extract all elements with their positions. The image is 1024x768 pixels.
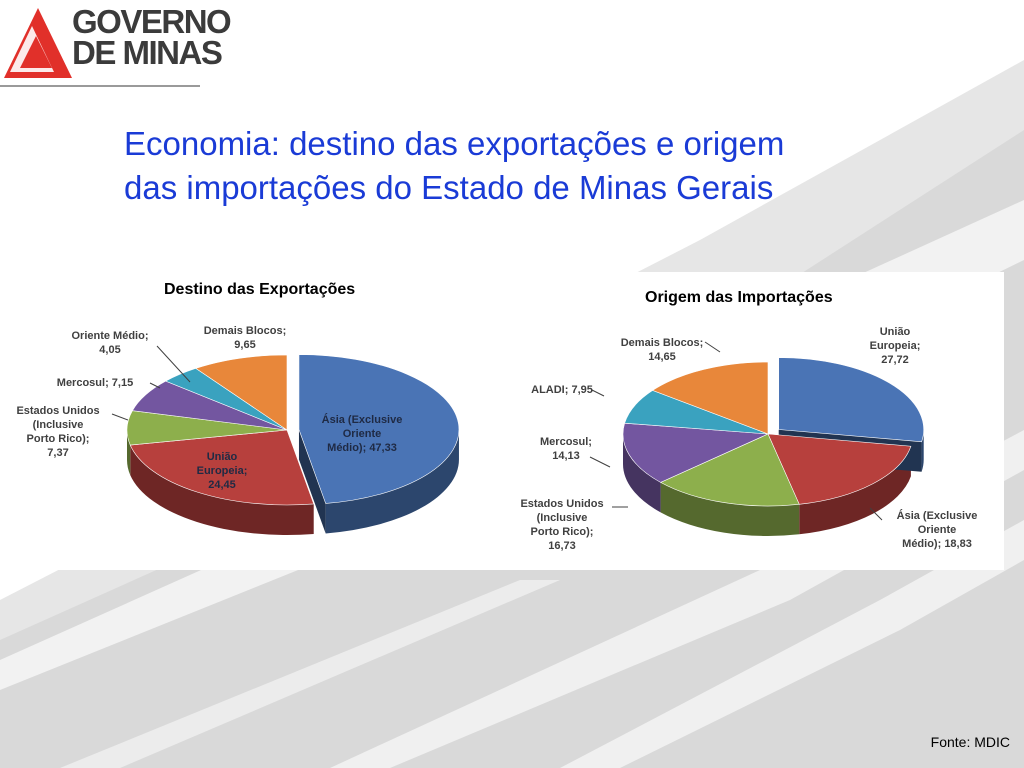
data-label-uniao-europeia: União Europeia; 27,72 bbox=[870, 326, 921, 366]
slice-asia-exclusive-oriente-medio bbox=[767, 433, 912, 505]
triangle-logo-icon bbox=[4, 8, 72, 78]
leader-line-aladi bbox=[591, 389, 605, 397]
data-label-line: Demais Blocos; bbox=[204, 325, 287, 337]
data-label-line: Ásia (Exclusive bbox=[322, 413, 403, 426]
title-line-2: das importações do Estado de Minas Gerai… bbox=[124, 169, 774, 206]
data-label-demais-blocos: Demais Blocos; 9,65 bbox=[204, 325, 287, 351]
data-label-line: Ásia (Exclusive bbox=[897, 509, 978, 522]
imports-chart-title: Origem das Importações bbox=[645, 289, 833, 306]
leader-line-mercosul bbox=[149, 382, 161, 389]
logo-text: GOVERNO DE MINAS bbox=[72, 3, 232, 71]
data-label-line: Europeia; bbox=[197, 465, 248, 477]
leader-line-estados-unidos-inclusive-porto-rico bbox=[111, 413, 129, 421]
data-label-line: ALADI; 7,95 bbox=[531, 384, 593, 396]
slice-side-uniao-europeia bbox=[921, 429, 924, 472]
exports-chart-title: Destino das Exportações bbox=[164, 281, 356, 298]
slice-demais-blocos bbox=[195, 354, 288, 431]
data-label-line: Estados Unidos bbox=[16, 405, 99, 417]
data-label-line: (Inclusive bbox=[33, 419, 84, 431]
data-label-line: 14,65 bbox=[648, 351, 676, 363]
data-label-line: Médio); 47,33 bbox=[327, 442, 397, 454]
data-label-line: Porto Rico); bbox=[531, 526, 594, 538]
data-label-oriente-medio: Oriente Médio; 4,05 bbox=[71, 330, 148, 356]
data-label-line: Porto Rico); bbox=[27, 433, 90, 445]
leader-line-demais-blocos bbox=[704, 341, 721, 353]
data-label-line: 4,05 bbox=[99, 344, 120, 356]
data-label-line: 7,37 bbox=[47, 447, 68, 459]
governo-de-minas-logo: GOVERNO DE MINAS bbox=[0, 0, 232, 88]
exports-pie-chart: Ásia (Exclusive Oriente Médio); 47,33 União… bbox=[16, 325, 460, 535]
leader-line-asia-exclusive-oriente-medio bbox=[869, 507, 883, 521]
data-label-uniao-europeia: União Europeia; 24,45 bbox=[197, 451, 248, 491]
slice-asia-exclusive-oriente-medio bbox=[298, 354, 460, 504]
data-label-line: Oriente bbox=[918, 524, 957, 536]
data-label-line: União bbox=[880, 326, 911, 338]
slice-side-mercosul bbox=[623, 434, 661, 513]
slice-side-uniao-europeia bbox=[130, 445, 314, 535]
data-label-aladi: ALADI; 7,95 bbox=[531, 384, 593, 396]
data-label-line: Oriente bbox=[343, 428, 382, 440]
data-label-mercosul: Mercosul; 14,13 bbox=[540, 436, 592, 462]
data-label-line: 24,45 bbox=[208, 479, 236, 491]
slice-side-estados-unidos-inclusive-porto-rico bbox=[127, 430, 131, 476]
slice-uniao-europeia bbox=[778, 357, 924, 443]
logo-line-2: DE MINAS bbox=[72, 34, 223, 71]
data-label-demais-blocos: Demais Blocos; 14,65 bbox=[621, 337, 704, 363]
data-label-line: Demais Blocos; bbox=[621, 337, 704, 349]
data-label-estados-unidos-inclusive-porto-rico: Estados Unidos (Inclusive Porto Rico); 16,7… bbox=[520, 498, 603, 552]
logo-divider bbox=[0, 85, 200, 87]
source-note: Fonte: MDIC bbox=[930, 734, 1010, 750]
page-title: Economia: destino das exportações e orig… bbox=[124, 122, 984, 210]
slice-side-asia-exclusive-oriente-medio bbox=[799, 446, 911, 535]
data-label-line: 27,72 bbox=[881, 354, 909, 366]
data-label-line: 9,65 bbox=[234, 339, 255, 351]
data-label-line: Estados Unidos bbox=[520, 498, 603, 510]
data-label-line: Mercosul; bbox=[540, 436, 592, 448]
data-label-line: Médio); 18,83 bbox=[902, 538, 972, 550]
pie-group bbox=[126, 354, 460, 535]
data-label-mercosul: Mercosul; 7,15 bbox=[57, 377, 133, 389]
slice-side-asia-exclusive-oriente-medio bbox=[325, 429, 459, 534]
data-label-asia-exclusive-oriente-medio: Ásia (Exclusive Oriente Médio); 18,83 bbox=[897, 509, 978, 550]
slice-cut-asia-exclusive-oriente-medio bbox=[298, 429, 326, 534]
data-label-estados-unidos-inclusive-porto-rico: Estados Unidos (Inclusive Porto Rico); 7,37 bbox=[16, 405, 99, 459]
leader-line-oriente-medio bbox=[156, 345, 191, 383]
slice-estados-unidos-inclusive-porto-rico bbox=[659, 433, 800, 507]
slice-uniao-europeia bbox=[129, 429, 315, 506]
pie-group bbox=[622, 357, 924, 536]
data-label-line: União bbox=[207, 451, 238, 463]
data-label-line: Oriente Médio; bbox=[71, 330, 148, 342]
data-label-line: 14,13 bbox=[552, 450, 580, 462]
data-label-asia-exclusive-oriente-medio: Ásia (Exclusive Oriente Médio); 47,33 bbox=[322, 413, 403, 454]
data-label-line: Mercosul; 7,15 bbox=[57, 377, 133, 389]
data-label-line: Europeia; bbox=[870, 340, 921, 352]
logo-line-1: GOVERNO bbox=[72, 3, 232, 40]
leader-line-mercosul bbox=[589, 456, 611, 468]
data-label-line: (Inclusive bbox=[537, 512, 588, 524]
imports-pie-chart: União Europeia; 27,72 Ásia (Exclusive Orient… bbox=[520, 326, 978, 552]
slice-side-estados-unidos-inclusive-porto-rico bbox=[660, 482, 800, 536]
slice-mercosul bbox=[622, 422, 769, 483]
title-line-1: Economia: destino das exportações e orig… bbox=[124, 125, 785, 162]
slice-demais-blocos bbox=[651, 361, 769, 435]
data-label-line: 16,73 bbox=[548, 540, 576, 552]
